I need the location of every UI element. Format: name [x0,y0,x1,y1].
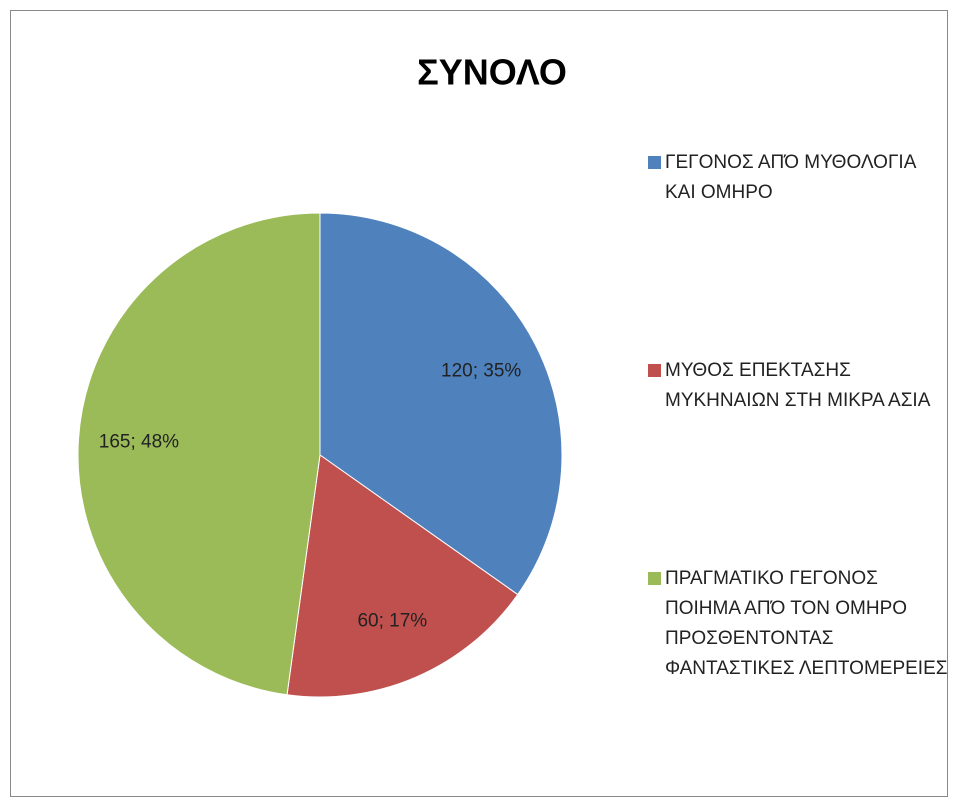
legend-swatch [648,572,661,585]
pie-slice [77,212,321,696]
chart-title: ΣΥΝΟΛΟ [417,52,567,93]
legend-item: ΜΥΘΟΣ ΕΠΕΚΤΑΣΗΣ ΜΥΚΗΝΑΙΩΝ ΣΤΗ ΜΙΚΡΑ ΑΣΙΑ [648,356,948,416]
legend-swatch [648,156,661,169]
legend-label: ΓΕΓΟΝΟΣ ΑΠΌ ΜΥΘΟΛΟΓΙΑ ΚΑΙ ΟΜΗΡΟ [665,152,916,203]
pie-slice [319,212,563,596]
legend-label: ΜΥΘΟΣ ΕΠΕΚΤΑΣΗΣ ΜΥΚΗΝΑΙΩΝ ΣΤΗ ΜΙΚΡΑ ΑΣΙΑ [665,360,931,411]
data-label: 120; 35% [441,361,521,382]
legend-label: ΠΡΑΓΜΑΤΙΚΟ ΓΕΓΟΝΟΣ ΠΟΙΗΜΑ ΑΠΌ ΤΟΝ ΟΜΗΡΟ … [665,568,948,679]
data-label: 60; 17% [357,610,427,631]
legend-item: ΓΕΓΟΝΟΣ ΑΠΌ ΜΥΘΟΛΟΓΙΑ ΚΑΙ ΟΜΗΡΟ [648,148,948,208]
pie-slice [286,454,519,698]
legend-swatch [648,364,661,377]
data-label: 165; 48% [99,432,179,453]
legend-item: ΠΡΑΓΜΑΤΙΚΟ ΓΕΓΟΝΟΣ ΠΟΙΗΜΑ ΑΠΌ ΤΟΝ ΟΜΗΡΟ … [648,564,948,684]
